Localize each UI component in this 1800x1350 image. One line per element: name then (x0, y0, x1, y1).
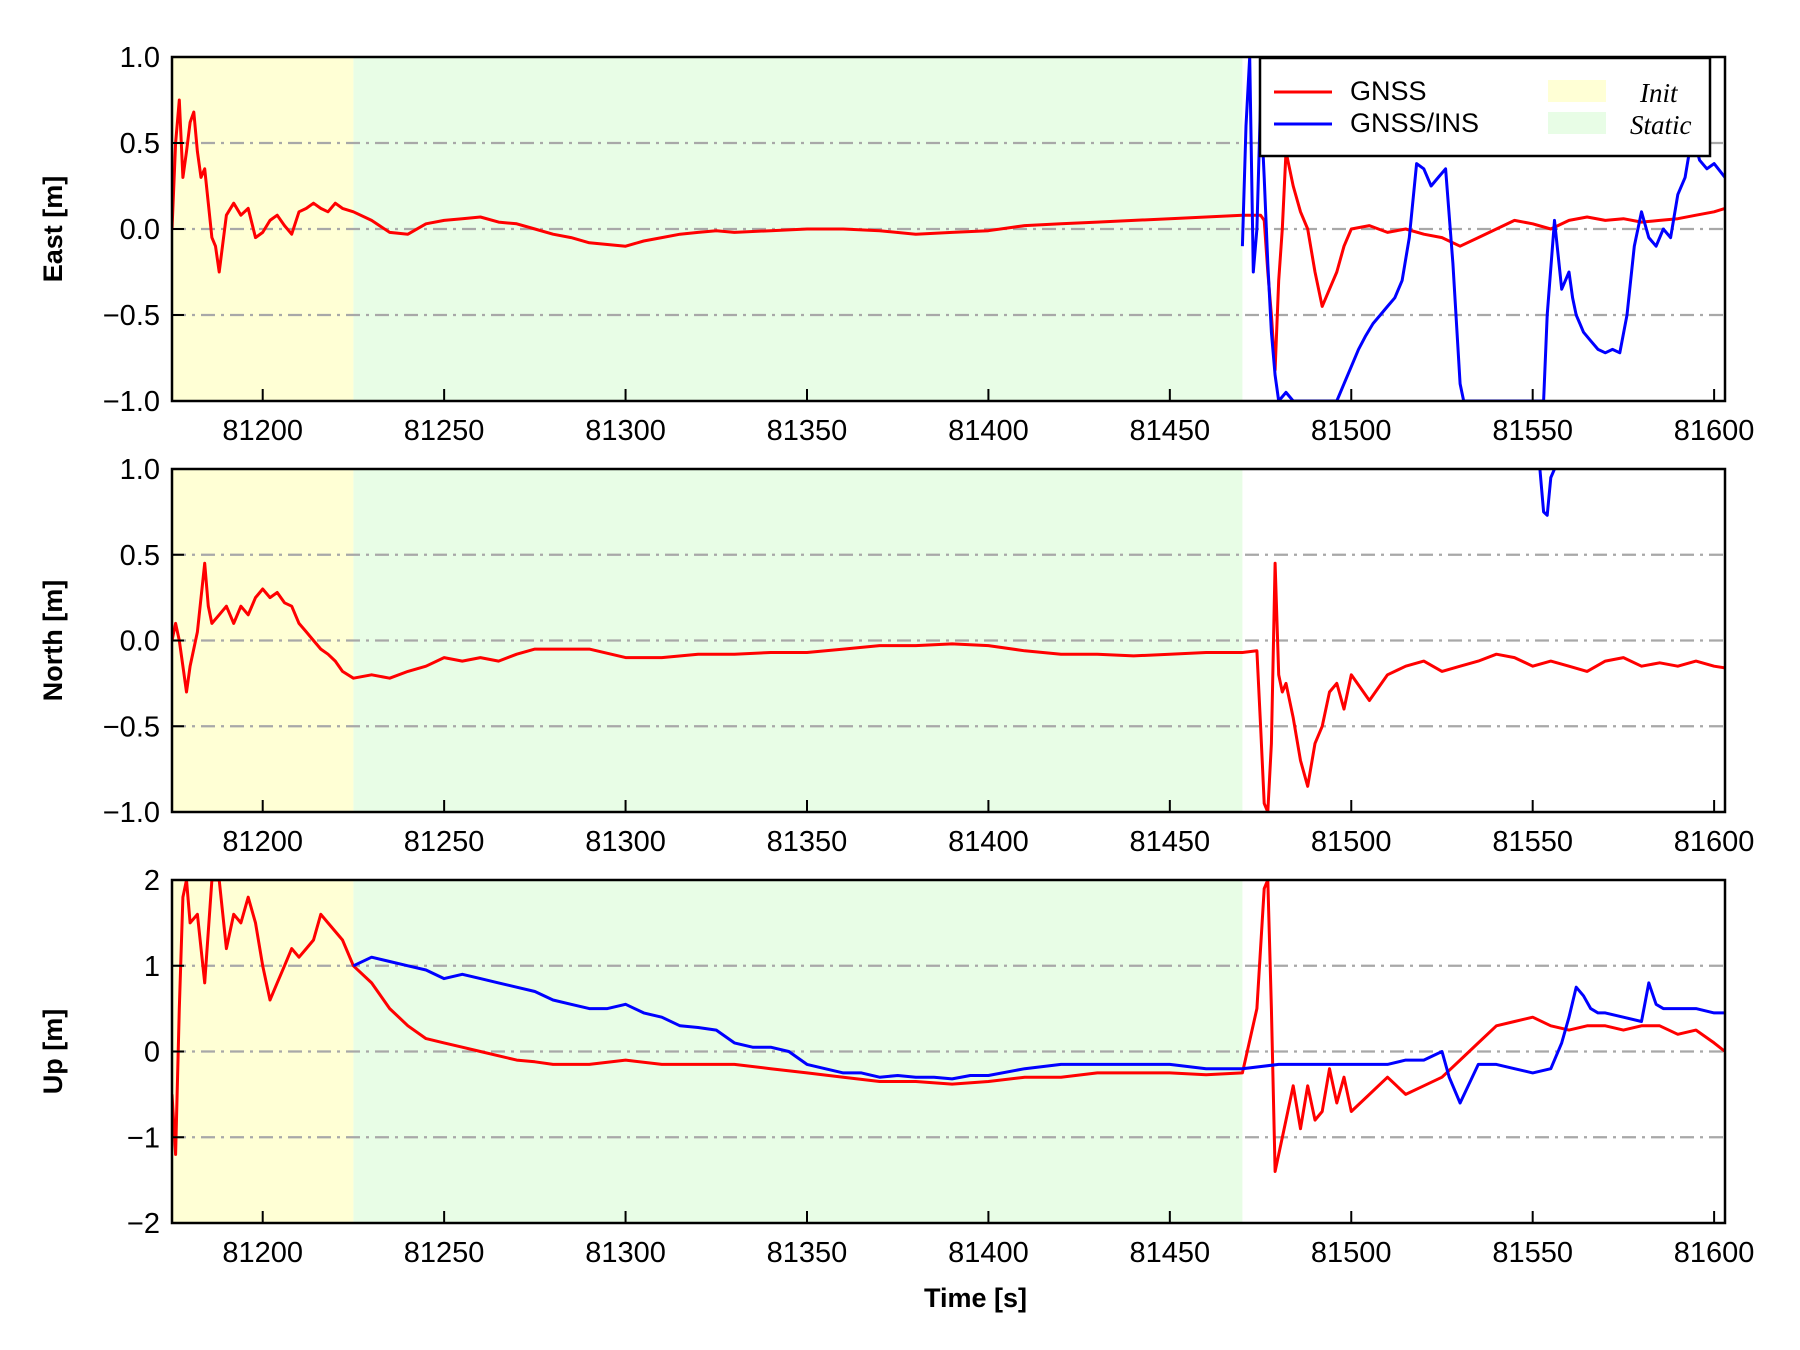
legend-label-init: Init (1639, 78, 1679, 108)
legend-swatch-static (1548, 112, 1606, 134)
x-tick-label: 81400 (948, 826, 1029, 858)
series-line-gnss-ins (1538, 469, 1556, 517)
y-tick-label: 1.0 (120, 454, 160, 486)
x-tick-label: 81200 (222, 415, 303, 447)
x-tick-label: 81450 (1130, 415, 1211, 447)
series-group (172, 57, 1725, 401)
x-tick-label: 81300 (585, 1237, 666, 1269)
x-tick-label: 81400 (948, 1237, 1029, 1269)
x-tick-label: 81550 (1492, 1237, 1573, 1269)
x-tick-label: 81450 (1130, 826, 1211, 858)
y-tick-label: 2 (144, 865, 160, 897)
legend-label-gnss-ins: GNSS/INS (1350, 108, 1479, 138)
series-line-gnss (172, 561, 1725, 812)
y-tick-label: −1.0 (103, 386, 160, 418)
x-tick-label: 81450 (1130, 1237, 1211, 1269)
x-tick-label: 81500 (1311, 1237, 1392, 1269)
x-tick-label: 81250 (404, 1237, 485, 1269)
y-tick-label: 0.0 (120, 626, 160, 658)
x-tick-label: 81400 (948, 415, 1029, 447)
series-line-gnss (172, 98, 1725, 372)
x-tick-label: 81600 (1674, 826, 1755, 858)
x-tick-label: 81300 (585, 826, 666, 858)
y-tick-label: −0.5 (103, 300, 160, 332)
x-tick-label: 81600 (1674, 415, 1755, 447)
series-group (172, 469, 1725, 812)
legend-frame (1258, 56, 1712, 158)
x-tick-label: 81250 (404, 415, 485, 447)
y-axis-title: North [m] (38, 580, 68, 701)
y-tick-label: −1 (127, 1122, 160, 1154)
legend-label-gnss: GNSS (1350, 76, 1427, 106)
subplot-up-m: 81200 81250 81300 81350 81400 81450 81500 81550… (38, 865, 1754, 1313)
x-tick-label: 81550 (1492, 415, 1573, 447)
y-axis-title: East [m] (38, 176, 68, 283)
x-tick-label: 81550 (1492, 826, 1573, 858)
x-tick-label: 81600 (1674, 1237, 1755, 1269)
x-tick-label: 81250 (404, 826, 485, 858)
y-tick-label: −2 (127, 1208, 160, 1240)
y-tick-label: 1 (144, 951, 160, 983)
y-tick-label: −0.5 (103, 711, 160, 743)
y-tick-label: 0.5 (120, 540, 160, 572)
subplot-east-m: 81200 81250 81300 81350 81400 81450 81500 81550… (38, 42, 1754, 447)
subplots-container: 81200 81250 81300 81350 81400 81450 81500 81550… (38, 42, 1754, 1313)
x-tick-label: 81350 (767, 415, 848, 447)
y-tick-label: 1.0 (120, 42, 160, 74)
legend-label-static: Static (1630, 110, 1692, 140)
x-tick-label: 81350 (767, 1237, 848, 1269)
x-tick-label: 81500 (1311, 826, 1392, 858)
x-axis-title: Time [s] (924, 1283, 1027, 1313)
series-line-gnss-ins (352, 955, 1725, 1105)
y-tick-label: 0 (144, 1037, 160, 1069)
y-tick-label: −1.0 (103, 797, 160, 829)
x-tick-label: 81300 (585, 415, 666, 447)
series-group (172, 880, 1725, 1173)
legend-swatch-init (1548, 80, 1606, 102)
y-axis-title: Up [m] (38, 1009, 68, 1094)
x-tick-label: 81200 (222, 826, 303, 858)
subplot-north-m: 81200 81250 81300 81350 81400 81450 81500 81550… (38, 454, 1754, 858)
x-tick-label: 81500 (1311, 415, 1392, 447)
y-tick-label: 0.0 (120, 214, 160, 246)
series-line-gnss-ins (1240, 57, 1725, 401)
x-tick-label: 81350 (767, 826, 848, 858)
legend: GNSS GNSS/INS Init Static (1258, 56, 1712, 158)
x-tick-label: 81200 (222, 1237, 303, 1269)
y-tick-label: 0.5 (120, 128, 160, 160)
